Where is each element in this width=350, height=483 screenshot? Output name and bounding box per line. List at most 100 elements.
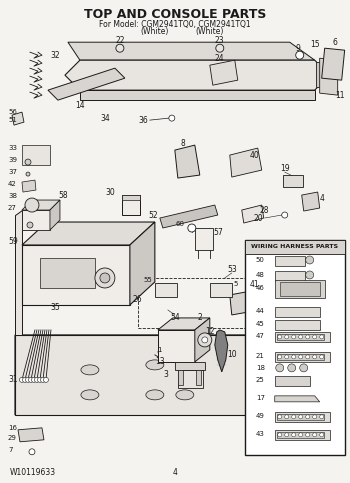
Circle shape <box>300 364 308 372</box>
Bar <box>275 332 330 342</box>
Text: 21: 21 <box>256 353 265 359</box>
Polygon shape <box>322 48 345 80</box>
Polygon shape <box>68 42 315 60</box>
Circle shape <box>202 337 208 343</box>
Circle shape <box>198 333 212 347</box>
Circle shape <box>299 355 303 359</box>
Text: 49: 49 <box>256 413 265 419</box>
Circle shape <box>276 364 284 372</box>
Text: TOP AND CONSOLE PARTS: TOP AND CONSOLE PARTS <box>84 8 266 21</box>
Text: 32: 32 <box>50 51 60 60</box>
Circle shape <box>27 222 33 228</box>
Polygon shape <box>215 330 228 372</box>
Text: 12: 12 <box>205 327 215 337</box>
Bar <box>275 256 305 266</box>
Text: 42: 42 <box>8 181 17 187</box>
Polygon shape <box>230 288 272 315</box>
Text: 43: 43 <box>256 431 265 437</box>
Polygon shape <box>242 205 264 223</box>
Circle shape <box>313 355 317 359</box>
Circle shape <box>320 415 324 419</box>
Circle shape <box>278 433 282 437</box>
Polygon shape <box>18 428 44 442</box>
Bar <box>277 354 324 360</box>
Text: 16: 16 <box>8 425 17 431</box>
Text: 26: 26 <box>133 296 142 304</box>
Bar <box>210 283 232 297</box>
Circle shape <box>25 159 31 165</box>
Bar <box>275 430 330 440</box>
Circle shape <box>169 115 175 121</box>
Bar <box>138 278 258 328</box>
Text: 2: 2 <box>197 313 202 323</box>
Circle shape <box>188 224 196 232</box>
Text: 58: 58 <box>58 191 68 199</box>
Circle shape <box>285 335 289 339</box>
Text: 38: 38 <box>8 193 17 199</box>
Circle shape <box>20 377 25 383</box>
Text: 46: 46 <box>256 285 265 291</box>
Circle shape <box>313 433 317 437</box>
Text: 27: 27 <box>8 205 17 211</box>
Bar <box>245 240 345 455</box>
Text: 8: 8 <box>181 139 185 148</box>
Text: 50: 50 <box>256 257 265 263</box>
Text: For Model: CGM2941TQ0, CGM2941TQ1: For Model: CGM2941TQ0, CGM2941TQ1 <box>99 20 251 28</box>
Circle shape <box>43 377 48 383</box>
Circle shape <box>41 377 46 383</box>
Circle shape <box>306 271 314 279</box>
Bar <box>195 228 213 250</box>
Polygon shape <box>250 310 285 415</box>
Text: 37: 37 <box>8 169 17 175</box>
Ellipse shape <box>176 390 194 400</box>
Circle shape <box>313 415 317 419</box>
Circle shape <box>285 433 289 437</box>
Text: 51: 51 <box>8 117 17 123</box>
Text: 3: 3 <box>163 370 168 379</box>
Text: 17: 17 <box>256 395 265 401</box>
Text: 30: 30 <box>105 187 115 197</box>
Polygon shape <box>175 145 200 178</box>
Bar <box>277 334 324 340</box>
Text: 9: 9 <box>295 43 300 53</box>
Circle shape <box>292 355 296 359</box>
Circle shape <box>285 415 289 419</box>
Text: 19: 19 <box>280 164 289 172</box>
Circle shape <box>278 415 282 419</box>
Circle shape <box>29 449 35 455</box>
Text: 45: 45 <box>256 321 265 327</box>
Circle shape <box>285 355 289 359</box>
Circle shape <box>320 355 324 359</box>
Text: 10: 10 <box>227 350 237 359</box>
Polygon shape <box>158 330 195 362</box>
Bar <box>178 370 183 385</box>
Text: WIRING HARNESS PARTS: WIRING HARNESS PARTS <box>251 244 338 250</box>
Bar <box>155 283 177 297</box>
Polygon shape <box>48 68 125 100</box>
Circle shape <box>25 198 39 212</box>
Polygon shape <box>275 396 320 402</box>
Text: 36: 36 <box>138 115 148 125</box>
Circle shape <box>299 415 303 419</box>
Text: 13: 13 <box>155 357 165 367</box>
Polygon shape <box>320 58 338 95</box>
Text: W10119633: W10119633 <box>10 469 56 477</box>
Text: 52: 52 <box>148 211 158 220</box>
Text: 4: 4 <box>173 469 177 477</box>
Circle shape <box>306 335 310 339</box>
Polygon shape <box>302 192 320 211</box>
Circle shape <box>296 51 304 59</box>
Text: (White): (White) <box>141 27 169 36</box>
Text: 40: 40 <box>250 151 260 159</box>
Text: 28: 28 <box>260 206 270 214</box>
Circle shape <box>306 415 310 419</box>
Text: 33: 33 <box>8 145 17 151</box>
Polygon shape <box>12 112 24 125</box>
Polygon shape <box>65 60 330 90</box>
Circle shape <box>306 433 310 437</box>
Text: 44: 44 <box>256 308 265 314</box>
Polygon shape <box>15 210 22 335</box>
Polygon shape <box>15 335 250 415</box>
Polygon shape <box>160 205 218 228</box>
Bar <box>122 195 140 200</box>
